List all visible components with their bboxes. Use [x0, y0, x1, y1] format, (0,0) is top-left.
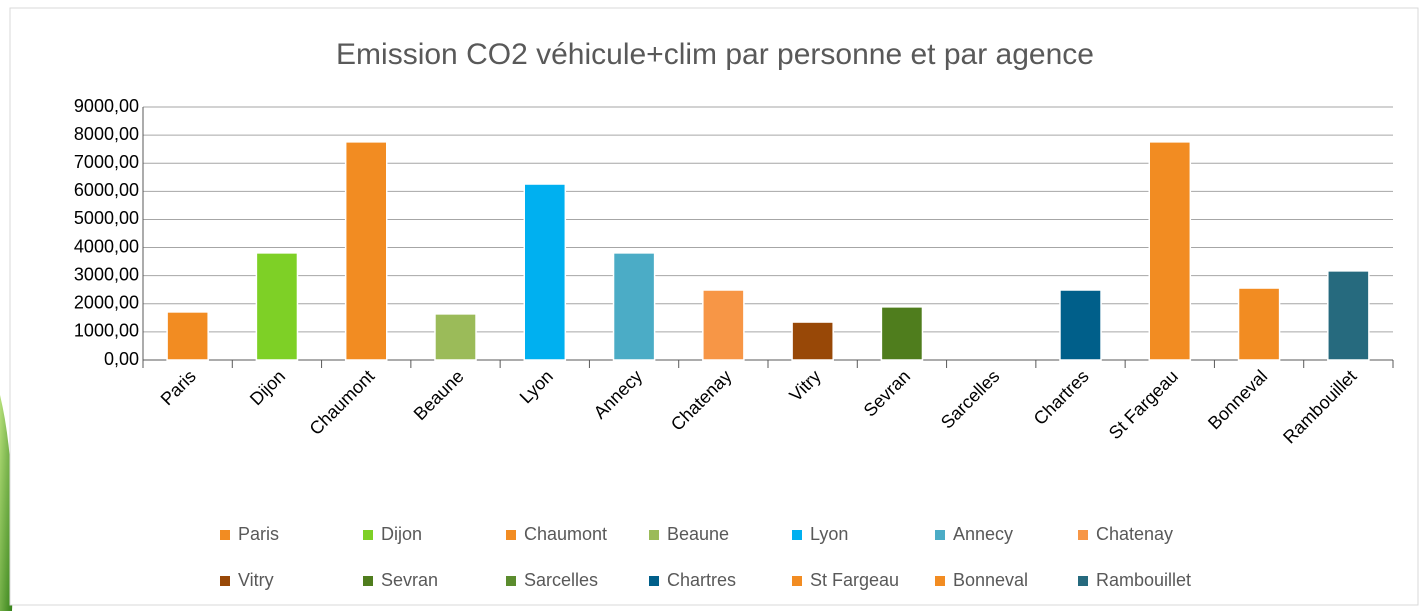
bar [344, 141, 388, 361]
legend-label: Vitry [238, 570, 274, 590]
legend-swatch [935, 530, 945, 540]
bar [1237, 287, 1281, 361]
legend-swatch [1078, 576, 1088, 586]
legend-swatch [649, 530, 659, 540]
bar [523, 183, 567, 361]
legend-label: Chatenay [1096, 524, 1173, 544]
legend-swatch [935, 576, 945, 586]
legend-label: Lyon [810, 524, 848, 544]
legend-swatch [649, 576, 659, 586]
bar [702, 289, 745, 361]
y-tick-label: 6000,00 [74, 180, 139, 200]
legend-label: Sevran [381, 570, 438, 590]
legend-swatch [363, 576, 373, 586]
bar [880, 306, 924, 361]
bar [1327, 270, 1370, 361]
bar [1148, 141, 1192, 361]
bar [791, 321, 834, 361]
legend-swatch [363, 530, 373, 540]
y-tick-label: 1000,00 [74, 321, 139, 341]
legend-swatch [220, 530, 230, 540]
legend-label: Paris [238, 524, 279, 544]
legend-label: Sarcelles [524, 570, 598, 590]
legend-label: Bonneval [953, 570, 1028, 590]
y-tick-label: 4000,00 [74, 236, 139, 256]
legend-label: Beaune [667, 524, 729, 544]
chart-title: Emission CO2 véhicule+clim par personne … [336, 38, 1094, 71]
y-tick-label: 3000,00 [74, 264, 139, 284]
legend-swatch [792, 576, 802, 586]
bar [434, 313, 477, 361]
legend-swatch [792, 530, 802, 540]
legend-label: Annecy [953, 524, 1013, 544]
y-tick-label: 0,00 [104, 349, 139, 369]
y-tick-label: 8000,00 [74, 124, 139, 144]
bar [166, 311, 209, 361]
legend-swatch [506, 576, 516, 586]
legend-swatch [220, 576, 230, 586]
bar [1059, 289, 1102, 361]
y-tick-label: 7000,00 [74, 152, 139, 172]
legend-swatch [506, 530, 516, 540]
legend-swatch [1078, 530, 1088, 540]
legend-label: Rambouillet [1096, 570, 1191, 590]
legend-label: St Fargeau [810, 570, 899, 590]
y-tick-label: 5000,00 [74, 208, 139, 228]
legend-label: Chaumont [524, 524, 607, 544]
bar [255, 252, 299, 361]
y-tick-label: 2000,00 [74, 293, 139, 313]
legend-label: Dijon [381, 524, 422, 544]
legend-label: Chartres [667, 570, 736, 590]
y-tick-label: 9000,00 [74, 96, 139, 116]
bar [612, 252, 656, 361]
